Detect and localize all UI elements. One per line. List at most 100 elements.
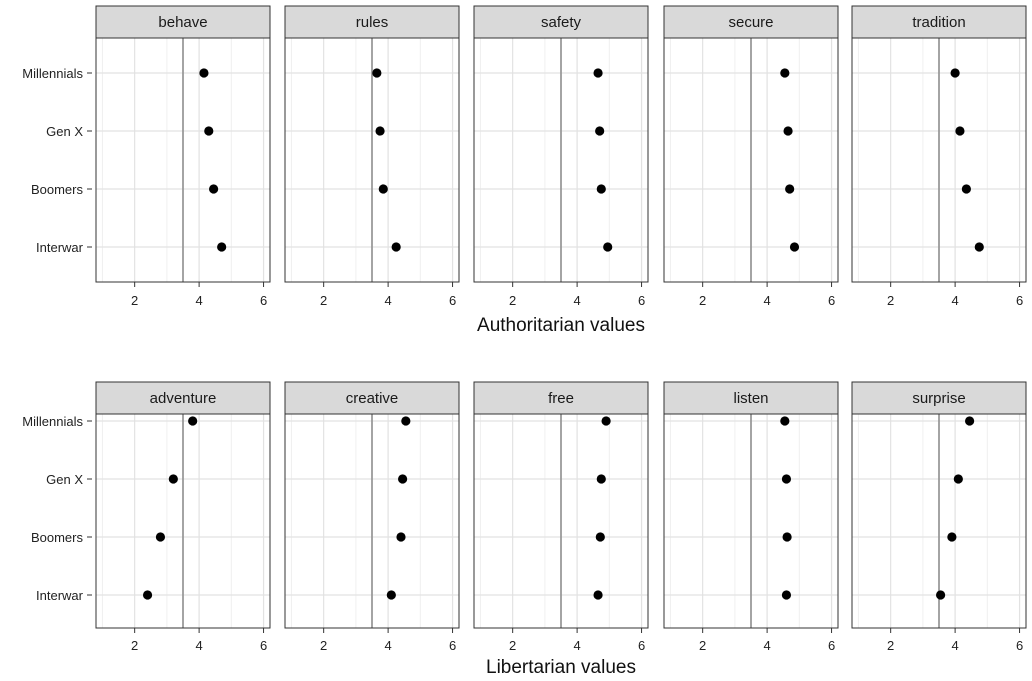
- facet-strip: [284, 5, 460, 39]
- facet-strip-label: free: [548, 390, 574, 407]
- data-point: [593, 68, 603, 78]
- x-tick-label: 6: [1016, 638, 1023, 653]
- x-tick-label: 6: [1016, 293, 1023, 308]
- x-tick-label: 2: [131, 293, 138, 308]
- data-point: [955, 126, 965, 136]
- data-point: [974, 242, 984, 252]
- data-point: [961, 184, 971, 194]
- data-point: [593, 590, 603, 600]
- data-point: [386, 590, 396, 600]
- x-axis-title: Authoritarian values: [477, 315, 645, 336]
- x-tick-label: 4: [384, 638, 391, 653]
- facet-strip: [663, 5, 839, 39]
- x-tick-label: 6: [828, 293, 835, 308]
- x-tick-label: 6: [449, 293, 456, 308]
- data-point: [965, 416, 975, 426]
- y-category-label: Interwar: [36, 588, 84, 603]
- x-tick-label: 2: [320, 293, 327, 308]
- data-point: [375, 126, 385, 136]
- facet-strip-label: surprise: [912, 390, 965, 407]
- data-point: [596, 474, 606, 484]
- data-point: [199, 68, 209, 78]
- data-point: [782, 532, 792, 542]
- y-category-label: Millennials: [22, 414, 83, 429]
- data-point: [204, 126, 214, 136]
- x-tick-label: 6: [828, 638, 835, 653]
- data-point: [168, 474, 178, 484]
- data-point: [398, 474, 408, 484]
- x-tick-label: 6: [260, 293, 267, 308]
- x-tick-label: 2: [509, 638, 516, 653]
- data-point: [781, 590, 792, 600]
- data-point: [155, 532, 166, 542]
- facet-strip: [95, 381, 271, 415]
- x-tick-label: 6: [638, 293, 645, 308]
- facet-strip-label: creative: [346, 390, 399, 407]
- data-point: [783, 126, 793, 136]
- data-point: [209, 184, 219, 194]
- y-category-label: Gen X: [46, 124, 83, 139]
- data-point: [789, 242, 800, 252]
- facet-strip-label: tradition: [912, 14, 965, 31]
- facet-strip: [473, 5, 649, 39]
- x-tick-label: 2: [509, 293, 516, 308]
- data-point: [188, 416, 198, 426]
- data-point: [785, 184, 795, 194]
- facet-strip: [95, 5, 271, 39]
- facet-strip: [284, 381, 460, 415]
- x-tick-label: 4: [573, 638, 580, 653]
- x-tick-label: 2: [699, 293, 706, 308]
- x-tick-label: 4: [195, 293, 202, 308]
- facet-strip-label: adventure: [150, 390, 217, 407]
- x-tick-label: 4: [951, 638, 958, 653]
- data-point: [781, 474, 792, 484]
- data-point: [595, 126, 605, 136]
- data-point: [401, 416, 411, 426]
- data-point: [372, 68, 382, 78]
- data-point: [601, 416, 611, 426]
- facet-strip-label: safety: [541, 14, 582, 31]
- facet-strip: [851, 381, 1027, 415]
- x-tick-label: 4: [951, 293, 958, 308]
- facet-strip: [663, 381, 839, 415]
- facet-strip-label: rules: [356, 14, 389, 31]
- data-point: [947, 532, 957, 542]
- x-tick-label: 6: [638, 638, 645, 653]
- data-point: [396, 532, 406, 542]
- x-tick-label: 2: [699, 638, 706, 653]
- y-category-label: Gen X: [46, 472, 83, 487]
- data-point: [391, 242, 401, 252]
- data-point: [950, 68, 960, 78]
- x-axis-title: Libertarian values: [486, 657, 636, 678]
- y-category-label: Interwar: [36, 240, 84, 255]
- facet-strip-label: secure: [728, 14, 773, 31]
- facet-strip-label: behave: [158, 14, 207, 31]
- y-category-label: Millennials: [22, 66, 83, 81]
- data-point: [603, 242, 613, 252]
- y-category-label: Boomers: [31, 530, 84, 545]
- x-tick-label: 4: [763, 638, 770, 653]
- data-point: [953, 474, 963, 484]
- facet-strip: [473, 381, 649, 415]
- x-tick-label: 4: [763, 293, 770, 308]
- data-point: [595, 532, 605, 542]
- x-tick-label: 2: [887, 293, 894, 308]
- x-tick-label: 2: [131, 638, 138, 653]
- x-tick-label: 6: [260, 638, 267, 653]
- facet-strip: [851, 5, 1027, 39]
- data-point: [217, 242, 227, 252]
- y-category-label: Boomers: [31, 182, 84, 197]
- data-point: [378, 184, 388, 194]
- data-point: [142, 590, 153, 600]
- x-tick-label: 2: [320, 638, 327, 653]
- x-tick-label: 4: [384, 293, 391, 308]
- x-tick-label: 2: [887, 638, 894, 653]
- x-tick-label: 4: [195, 638, 202, 653]
- x-tick-label: 4: [573, 293, 580, 308]
- x-tick-label: 6: [449, 638, 456, 653]
- data-point: [780, 416, 790, 426]
- data-point: [936, 590, 946, 600]
- facet-strip-label: listen: [733, 390, 768, 407]
- data-point: [780, 68, 790, 78]
